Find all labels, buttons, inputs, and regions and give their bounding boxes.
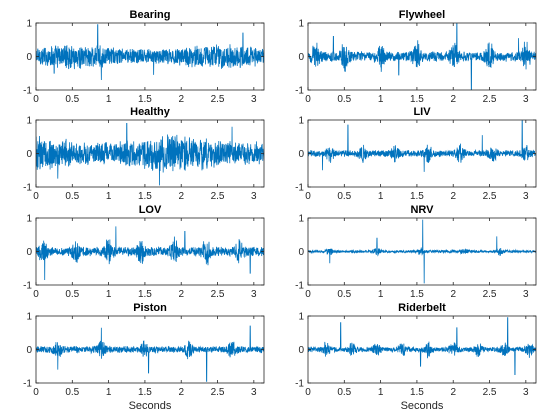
y-tick-label: 0 xyxy=(298,247,304,258)
y-tick-label: 1 xyxy=(298,214,304,225)
panel-title-piston: Piston xyxy=(133,302,167,314)
x-tick-label: 2.5 xyxy=(483,94,497,105)
x-tick-label: 1 xyxy=(378,191,384,202)
y-tick-label: 1 xyxy=(26,214,32,225)
y-tick-label: 1 xyxy=(26,19,32,30)
y-tick-label: 0 xyxy=(298,52,304,63)
x-tick-label: 3 xyxy=(251,387,257,398)
y-tick-label: 1 xyxy=(26,312,32,323)
y-tick-label: 1 xyxy=(26,116,32,127)
x-tick-label: 2.5 xyxy=(211,387,225,398)
x-tick-label: 2 xyxy=(178,191,184,202)
x-tick-label: 0 xyxy=(33,94,39,105)
x-tick-label: 0.5 xyxy=(337,387,351,398)
y-tick-label: 1 xyxy=(298,312,304,323)
x-tick-label: 1 xyxy=(106,191,112,202)
x-axis-label: Seconds xyxy=(401,400,444,412)
x-tick-label: 3 xyxy=(523,94,529,105)
signal-line-healthy xyxy=(36,122,264,186)
x-tick-label: 3 xyxy=(523,191,529,202)
y-tick-label: 1 xyxy=(298,19,304,30)
x-tick-label: 1.5 xyxy=(410,191,424,202)
x-tick-label: 3 xyxy=(251,94,257,105)
x-tick-label: 2 xyxy=(178,387,184,398)
y-tick-label: -1 xyxy=(295,379,304,390)
x-tick-label: 0.5 xyxy=(337,94,351,105)
panel-title-healthy: Healthy xyxy=(130,106,171,118)
x-axis-label: Seconds xyxy=(129,400,172,412)
x-tick-label: 1 xyxy=(378,289,384,300)
x-tick-label: 3 xyxy=(251,289,257,300)
x-tick-label: 2.5 xyxy=(483,289,497,300)
x-tick-label: 2 xyxy=(450,94,456,105)
y-tick-label: -1 xyxy=(295,86,304,97)
panel-title-lov: LOV xyxy=(139,204,162,216)
x-tick-label: 1.5 xyxy=(138,94,152,105)
x-tick-label: 0 xyxy=(305,289,311,300)
y-tick-label: 0 xyxy=(26,247,32,258)
signal-line-lov xyxy=(36,226,264,280)
x-tick-label: 0 xyxy=(33,191,39,202)
y-tick-label: 0 xyxy=(298,345,304,356)
x-tick-label: 3 xyxy=(251,191,257,202)
x-tick-label: 0 xyxy=(33,289,39,300)
signal-line-riderbelt xyxy=(308,317,536,376)
panel-title-nrv: NRV xyxy=(410,204,434,216)
x-tick-label: 2.5 xyxy=(483,191,497,202)
x-tick-label: 1 xyxy=(378,94,384,105)
x-tick-label: 0.5 xyxy=(65,191,79,202)
x-tick-label: 0 xyxy=(305,94,311,105)
x-tick-label: 1 xyxy=(378,387,384,398)
x-tick-label: 1.5 xyxy=(138,387,152,398)
x-tick-label: 1 xyxy=(106,94,112,105)
panel-title-riderbelt: Riderbelt xyxy=(398,302,446,314)
x-tick-label: 0.5 xyxy=(65,94,79,105)
x-tick-label: 2.5 xyxy=(211,94,225,105)
y-tick-label: -1 xyxy=(23,379,32,390)
y-tick-label: -1 xyxy=(23,86,32,97)
x-tick-label: 0 xyxy=(33,387,39,398)
x-tick-label: 3 xyxy=(523,387,529,398)
x-tick-label: 2.5 xyxy=(211,191,225,202)
y-tick-label: 0 xyxy=(298,149,304,160)
panel-title-liv: LIV xyxy=(413,106,431,118)
signal-line-liv xyxy=(308,120,536,172)
y-tick-label: 0 xyxy=(26,149,32,160)
x-tick-label: 2 xyxy=(450,289,456,300)
x-tick-label: 0.5 xyxy=(337,191,351,202)
x-tick-label: 0.5 xyxy=(65,387,79,398)
y-tick-label: 0 xyxy=(26,52,32,63)
x-tick-label: 0 xyxy=(305,191,311,202)
x-tick-label: 1.5 xyxy=(138,289,152,300)
y-tick-label: -1 xyxy=(23,183,32,194)
y-tick-label: 1 xyxy=(298,116,304,127)
signal-line-nrv xyxy=(308,219,536,284)
x-tick-label: 1.5 xyxy=(410,94,424,105)
signal-line-piston xyxy=(36,325,264,382)
x-tick-label: 1 xyxy=(106,289,112,300)
x-tick-label: 2 xyxy=(450,191,456,202)
x-tick-label: 0 xyxy=(305,387,311,398)
x-tick-label: 1 xyxy=(106,387,112,398)
x-tick-label: 0.5 xyxy=(337,289,351,300)
panel-title-flywheel: Flywheel xyxy=(399,9,445,21)
signal-line-bearing xyxy=(36,24,264,80)
x-tick-label: 1.5 xyxy=(138,191,152,202)
x-tick-label: 2.5 xyxy=(483,387,497,398)
y-tick-label: -1 xyxy=(295,281,304,292)
panel-title-bearing: Bearing xyxy=(130,9,171,21)
x-tick-label: 0.5 xyxy=(65,289,79,300)
x-tick-label: 2.5 xyxy=(211,289,225,300)
x-tick-label: 2 xyxy=(178,94,184,105)
y-tick-label: -1 xyxy=(295,183,304,194)
x-tick-label: 2 xyxy=(450,387,456,398)
y-tick-label: 0 xyxy=(26,345,32,356)
x-tick-label: 1.5 xyxy=(410,387,424,398)
x-tick-label: 3 xyxy=(523,289,529,300)
signal-line-flywheel xyxy=(308,23,536,90)
x-tick-label: 1.5 xyxy=(410,289,424,300)
y-tick-label: -1 xyxy=(23,281,32,292)
x-tick-label: 2 xyxy=(178,289,184,300)
